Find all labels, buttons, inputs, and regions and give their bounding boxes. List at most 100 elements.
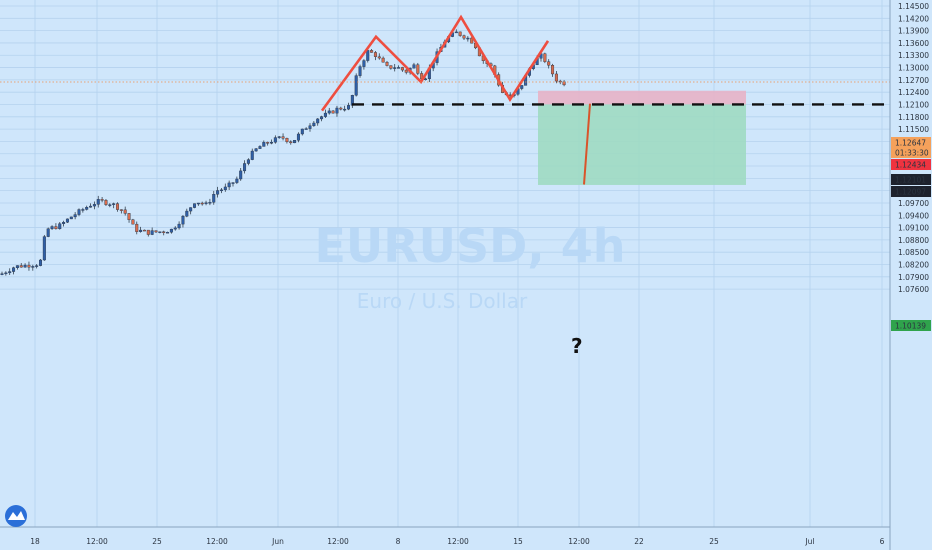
candle-body [243, 163, 247, 172]
candle-body [250, 150, 254, 160]
candle-body [65, 218, 69, 223]
candle-body [377, 56, 381, 59]
candle-body [312, 122, 316, 127]
candle-body [73, 214, 77, 218]
candle-body [166, 231, 170, 234]
candle-body [323, 112, 327, 117]
x-tick-label: 12:00 [86, 537, 108, 546]
candle-body [185, 210, 189, 217]
x-tick-label: 22 [634, 537, 644, 546]
candle-body [181, 216, 185, 225]
candle-body [81, 209, 85, 211]
head-and-shoulders-line [320, 14, 550, 112]
price-label-last: 1.12647 [895, 139, 926, 148]
candle-body [347, 105, 351, 110]
candle-body [281, 136, 285, 139]
y-tick-label: 1.09700 [898, 199, 929, 208]
candle-body [96, 199, 100, 205]
y-tick-label: 1.07600 [898, 285, 929, 294]
candle-body [343, 108, 347, 111]
candle-body [62, 221, 66, 224]
candle-body [192, 203, 196, 208]
candle-body [262, 142, 266, 147]
candle-body [277, 136, 281, 138]
price-label-neckline-a: 1.12101 [895, 176, 926, 185]
x-tick-label: 25 [152, 537, 162, 546]
candle-body [300, 128, 304, 135]
candle-body [393, 67, 397, 69]
candle-body [142, 229, 146, 232]
candle-body [158, 231, 162, 233]
candle-body [39, 259, 43, 266]
candle-body [416, 64, 420, 74]
candle-body [189, 207, 193, 212]
candle-body [366, 50, 370, 61]
candle-body [50, 226, 54, 229]
candle-body [123, 209, 127, 214]
y-tick-label: 1.08800 [898, 236, 929, 245]
candle-body [169, 228, 173, 233]
candle-body [246, 159, 250, 164]
y-tick-label: 1.09400 [898, 211, 929, 220]
candle-body [46, 228, 50, 237]
candle-body [520, 85, 524, 89]
candle-body [235, 178, 239, 183]
candle-body [385, 62, 389, 66]
candle-body [23, 264, 27, 268]
candle-body [381, 57, 385, 63]
candle-body [470, 37, 474, 44]
x-tick-label: 12:00 [447, 537, 469, 546]
candle-body [223, 186, 227, 191]
tradingview-logo-icon[interactable] [5, 505, 27, 527]
candle-body [400, 67, 404, 71]
candle-body [100, 199, 104, 201]
price-label-countdown-bg [891, 147, 931, 158]
candle-body [327, 110, 331, 114]
candle-body [304, 128, 308, 130]
price-label-last-bg [891, 137, 931, 148]
price-label-countdown: 01:33:30 [895, 149, 929, 158]
candle-body [296, 133, 300, 141]
price-label-neckline-b: 1.12097 [895, 188, 926, 197]
candle-body [69, 216, 73, 220]
x-tick-label: 15 [513, 537, 523, 546]
x-tick-label: 18 [30, 537, 40, 546]
candle-body [289, 141, 293, 144]
candle-body [85, 207, 89, 210]
candle-body [412, 64, 416, 69]
candle-body [358, 66, 362, 76]
candle-body [331, 110, 335, 114]
candle-body [308, 125, 312, 129]
price-label-target-bg [891, 320, 931, 331]
x-tick-label: 12:00 [327, 537, 349, 546]
candle-body [454, 31, 458, 34]
candle-body [227, 182, 231, 188]
candle-body [212, 194, 216, 203]
candle-body [373, 52, 377, 57]
candle-body [127, 213, 131, 220]
candle-body [115, 203, 119, 210]
candle-body [139, 229, 143, 232]
x-tick-label: 12:00 [568, 537, 590, 546]
candle-body [354, 75, 358, 96]
candle-body [231, 182, 235, 184]
y-tick-label: 1.12100 [898, 100, 929, 109]
candle-body [204, 202, 208, 204]
y-tick-label: 1.13000 [898, 64, 929, 73]
candle-body [54, 226, 58, 230]
x-tick-label: Jul [804, 537, 814, 546]
candle-body [389, 65, 393, 69]
price-label-entry: 1.12434 [895, 161, 926, 170]
y-tick-label: 1.08500 [898, 248, 929, 257]
candle-body [8, 271, 12, 274]
price-label-entry-bg [891, 159, 931, 170]
y-tick-label: 1.07900 [898, 273, 929, 282]
candle-body [19, 265, 23, 268]
candle-body [35, 265, 39, 267]
y-tick-label: 1.13900 [898, 27, 929, 36]
candle-body [42, 236, 46, 261]
candle-body [462, 35, 466, 39]
candle-body [173, 227, 177, 230]
candle-body [219, 189, 223, 192]
